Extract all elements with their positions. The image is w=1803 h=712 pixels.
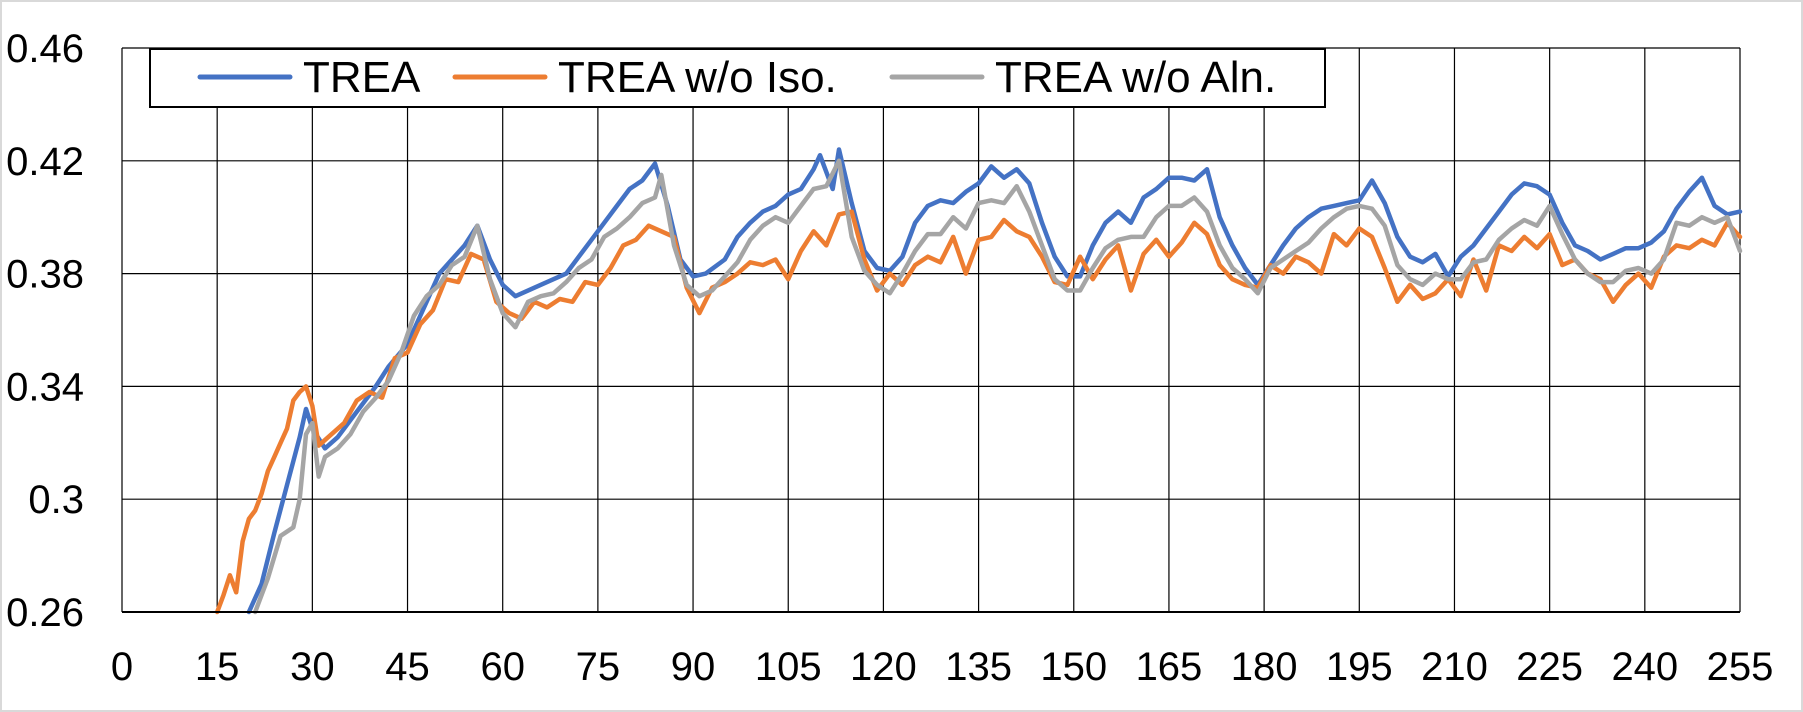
legend-label: TREA w/o Aln. xyxy=(995,53,1276,102)
x-tick-label: 105 xyxy=(755,645,822,689)
x-tick-label: 30 xyxy=(290,645,335,689)
x-tick-label: 225 xyxy=(1516,645,1583,689)
series-line-1 xyxy=(246,147,1743,615)
legend-label: TREA xyxy=(303,53,421,102)
legend-box xyxy=(149,48,1326,108)
x-tick-label: 210 xyxy=(1421,645,1488,689)
legend-label: TREA w/o Iso. xyxy=(558,53,837,102)
legend: TREA TREA w/o Iso. TREA w/o Aln. xyxy=(149,48,1326,108)
x-tick-label: 195 xyxy=(1326,645,1393,689)
x-tick-label: 0 xyxy=(111,645,133,689)
y-tick-label: 0.38 xyxy=(6,253,84,297)
x-tick-label: 180 xyxy=(1231,645,1298,689)
y-tick-label: 0.26 xyxy=(6,591,84,635)
x-tick-label: 135 xyxy=(945,645,1012,689)
y-tick-label: 0.34 xyxy=(6,365,84,409)
y-tick-label: 0.3 xyxy=(28,478,84,522)
x-tick-label: 75 xyxy=(576,645,621,689)
x-tick-label: 15 xyxy=(195,645,240,689)
x-tick-label: 240 xyxy=(1611,645,1678,689)
x-tick-label: 45 xyxy=(385,645,430,689)
x-tick-label: 90 xyxy=(671,645,716,689)
y-tick-label: 0.46 xyxy=(6,27,84,71)
x-tick-label: 60 xyxy=(480,645,525,689)
x-tick-label: 120 xyxy=(850,645,917,689)
y-axis-tick-labels: 0.46 0.42 0.38 0.34 0.3 0.26 xyxy=(6,27,84,635)
x-tick-label: 150 xyxy=(1040,645,1107,689)
series-lines xyxy=(214,147,1743,615)
x-axis-tick-labels: 0 15 30 45 60 75 90 105 120 135 150 165 180 195 210 225… xyxy=(111,645,1774,689)
y-tick-label: 0.42 xyxy=(6,140,84,184)
x-tick-label: 255 xyxy=(1707,645,1774,689)
series-line-3 xyxy=(252,158,1743,615)
x-tick-label: 165 xyxy=(1136,645,1203,689)
